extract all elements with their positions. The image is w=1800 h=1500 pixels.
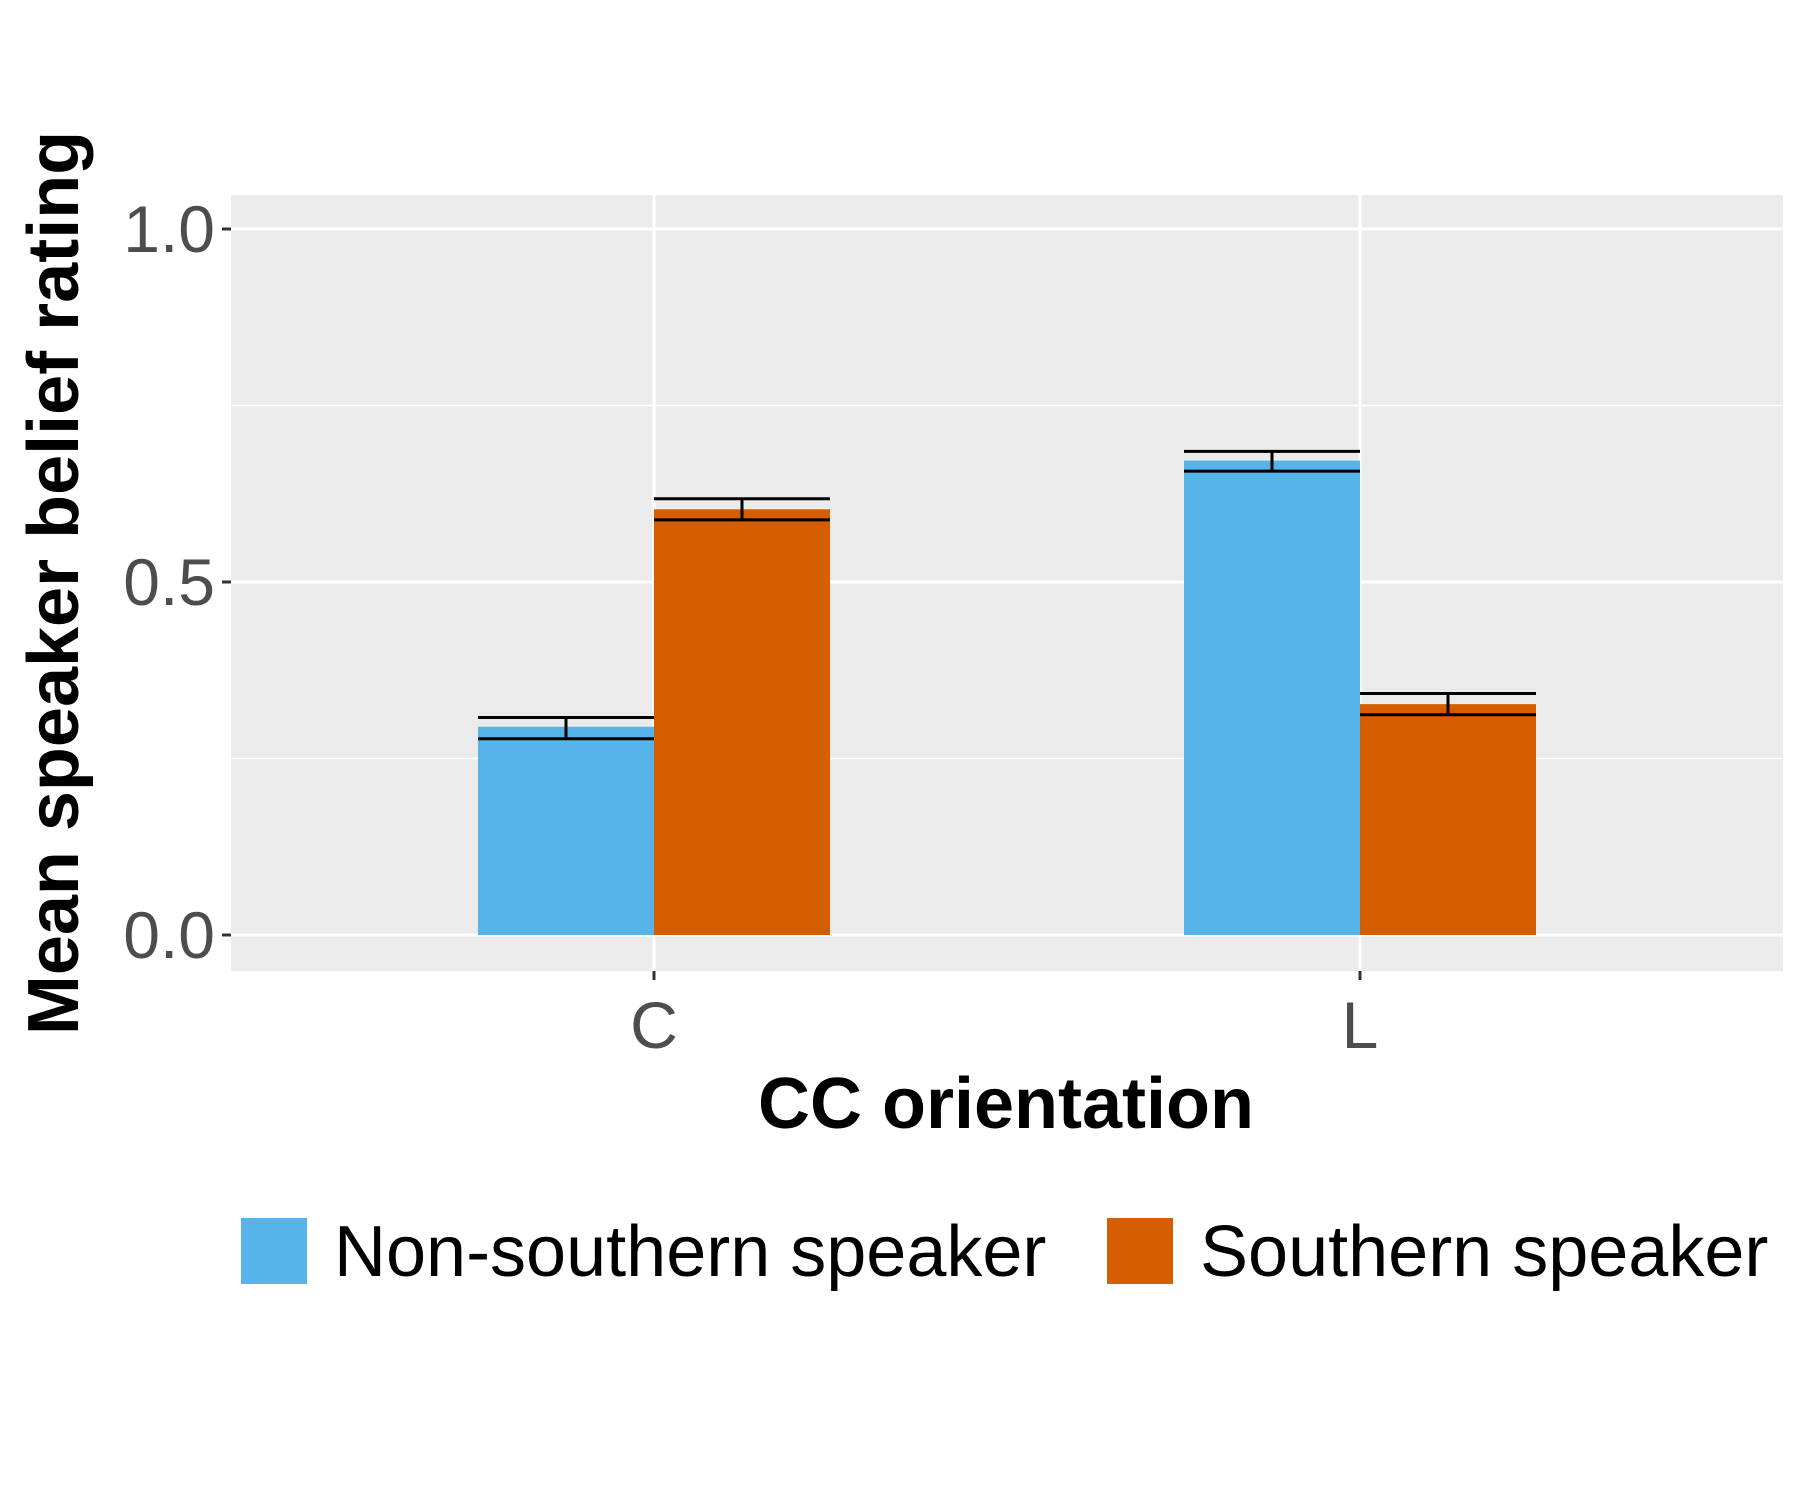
bars xyxy=(478,460,1536,935)
error-bar-L-1 xyxy=(1360,692,1536,717)
y-axis-title: Mean speaker belief rating xyxy=(14,131,94,1035)
bar-L-0 xyxy=(1184,460,1360,935)
y-tick-label-2: 1.0 xyxy=(123,192,215,266)
x-tick-label-L: L xyxy=(1342,988,1379,1062)
x-tick-label-C: C xyxy=(630,988,678,1062)
legend-swatch xyxy=(1105,1216,1175,1286)
legend-label: Non-southern speaker xyxy=(334,1212,1046,1292)
error-bar-C-1 xyxy=(654,497,830,522)
legend-item-1: Southern speaker xyxy=(1105,1212,1768,1292)
error-bar-L-0 xyxy=(1184,449,1360,473)
bar-L-1 xyxy=(1360,704,1536,935)
x-axis-title: CC orientation xyxy=(758,1064,1254,1144)
legend: Non-southern speaker Southern speaker xyxy=(239,1212,1768,1292)
bar-C-1 xyxy=(654,509,830,935)
bar-C-0 xyxy=(478,726,654,935)
y-tick-label-1: 0.5 xyxy=(123,545,215,619)
legend-item-0: Non-southern speaker xyxy=(239,1212,1046,1292)
legend-label: Southern speaker xyxy=(1200,1212,1768,1292)
error-bars xyxy=(478,449,1536,741)
y-tick-label-0: 0.0 xyxy=(123,898,215,972)
y-axis: 0.0 0.5 1.0 xyxy=(123,192,231,972)
error-bar-C-0 xyxy=(478,716,654,741)
legend-swatch xyxy=(239,1216,309,1286)
